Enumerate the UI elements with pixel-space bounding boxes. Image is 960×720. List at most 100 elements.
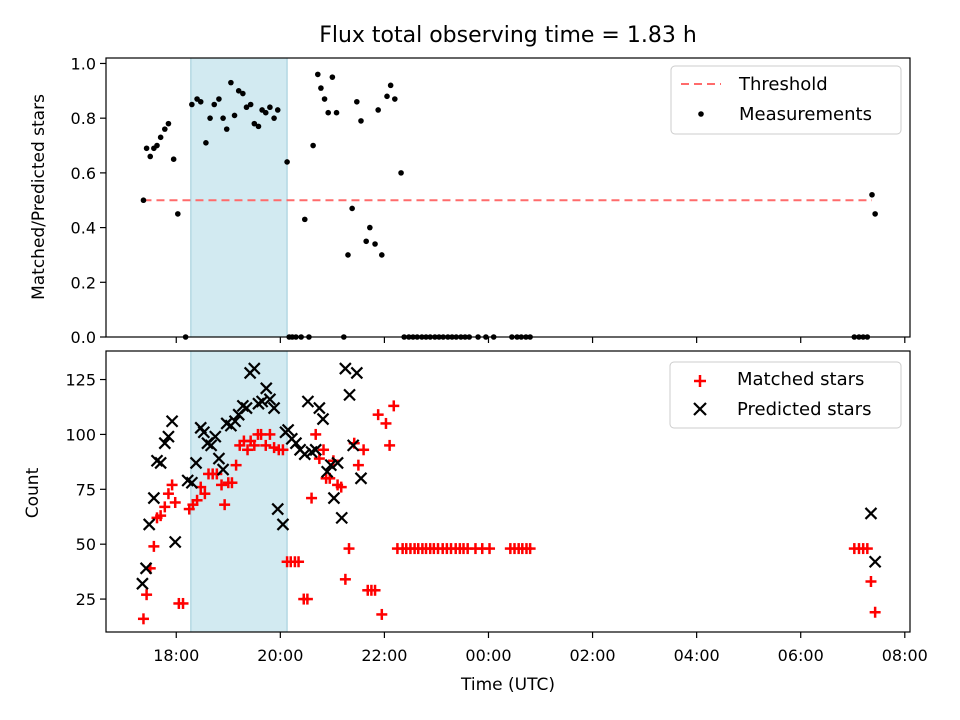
y-tick-label: 50 <box>76 535 96 554</box>
measurement-point <box>271 115 277 121</box>
ratio-y-axis-label: Matched/Predicted stars <box>29 94 49 300</box>
predicted-star-point <box>281 423 295 437</box>
predicted-star-point <box>147 491 161 505</box>
measurement-point <box>321 96 328 102</box>
measurement-point <box>325 109 332 116</box>
measurement-point <box>379 252 385 258</box>
measurement-point <box>211 101 218 108</box>
matched-star-point <box>191 494 203 506</box>
measurement-point <box>231 112 238 119</box>
predicted-star-point <box>162 430 175 443</box>
predicted-star-point <box>197 425 211 439</box>
measurement-point <box>143 145 150 152</box>
matched-star-point <box>226 477 238 489</box>
y-tick-label: 100 <box>65 425 96 444</box>
ratio-legend-box <box>670 65 902 135</box>
measurement-point <box>140 197 147 204</box>
matched-star-point <box>230 459 242 471</box>
measurement-point <box>869 191 875 198</box>
measurements-legend-label: Measurements <box>739 104 872 125</box>
measurement-point <box>157 134 164 141</box>
x-tick-label: 18:00 <box>153 646 199 665</box>
measurement-point <box>220 115 226 121</box>
predicted-star-point <box>343 388 356 402</box>
count-x-axis-label: Time (UTC) <box>460 675 555 695</box>
matched-star-point <box>137 613 149 625</box>
predicted-star-point <box>216 463 230 476</box>
matched-star-point <box>310 428 322 440</box>
matched-star-point <box>335 481 347 493</box>
matched-star-point <box>199 488 211 500</box>
measurement-point <box>243 104 250 111</box>
x-tick-label: 22:00 <box>361 646 407 665</box>
predicted-star-point <box>301 395 315 408</box>
measurement-point <box>223 126 230 132</box>
count-legend-box <box>669 361 902 429</box>
x-tick-label: 20:00 <box>257 646 303 665</box>
measurement-point <box>154 142 160 149</box>
predicted-legend-label: Predicted stars <box>737 399 871 420</box>
matched-star-point <box>306 492 318 504</box>
y-tick-label: 75 <box>76 480 96 499</box>
predicted-star-point <box>868 555 882 569</box>
measurement-point <box>363 238 369 245</box>
matched-star-point <box>166 479 178 491</box>
measurement-point <box>247 101 254 108</box>
predicted-star-point <box>185 476 199 489</box>
measurement-point <box>387 82 394 89</box>
predicted-legend-swatch <box>693 402 707 416</box>
predicted-star-point <box>260 382 273 395</box>
matched-star-point <box>484 543 496 555</box>
measurement-point <box>228 79 234 86</box>
figure-title: Flux total observing time = 1.83 h <box>319 23 697 48</box>
measurement-point <box>189 101 195 108</box>
matched-star-point <box>162 488 174 500</box>
x-tick-label: 06:00 <box>778 646 824 665</box>
predicted-star-point <box>298 447 312 461</box>
matched-star-point <box>524 543 536 555</box>
matched-star-point <box>339 573 351 585</box>
measurements-legend-swatch <box>698 111 704 117</box>
measurement-point <box>170 156 177 163</box>
matched-star-point <box>869 606 881 618</box>
y-tick-label: 0.8 <box>71 109 96 128</box>
measurement-point <box>384 93 390 100</box>
predicted-star-point <box>263 393 277 406</box>
measurement-point <box>207 115 213 121</box>
predicted-star-point <box>204 439 218 452</box>
measurement-point <box>310 142 316 149</box>
predicted-star-point <box>313 401 326 415</box>
measurement-point <box>398 170 404 176</box>
measurement-point <box>354 98 360 105</box>
measurement-point <box>345 252 351 258</box>
predicted-star-point <box>271 502 285 516</box>
matched-star-point <box>148 540 160 552</box>
count-x-ticks: 18:00 20:00 22:00 00:00 02:00 04:00 06:00 08:00 <box>153 632 928 665</box>
matched-star-point <box>248 439 260 451</box>
matched-star-point <box>219 499 231 511</box>
matched-star-points <box>137 400 881 625</box>
count-axes-frame <box>105 350 911 633</box>
predicted-star-point <box>158 436 172 450</box>
matched-star-point <box>384 439 396 451</box>
matched-star-point <box>159 501 171 513</box>
predicted-star-point <box>346 439 360 452</box>
measurement-point <box>147 153 154 160</box>
measurement-point <box>392 96 398 102</box>
predicted-star-point <box>354 472 368 485</box>
matched-star-point <box>216 479 228 491</box>
y-tick-label: 1.0 <box>71 54 96 73</box>
measurement-point <box>274 107 281 113</box>
measurement-point <box>284 159 290 165</box>
matched-star-point <box>169 496 181 508</box>
predicted-star-point <box>168 535 182 549</box>
ratio-y-ticks: 0.0 0.2 0.4 0.6 0.8 1.0 <box>71 54 106 347</box>
predicted-star-point <box>212 452 226 465</box>
measurement-point <box>314 71 321 78</box>
x-tick-label: 02:00 <box>570 646 616 665</box>
predicted-star-point <box>248 362 261 375</box>
predicted-star-point <box>309 443 322 457</box>
predicted-star-point <box>154 456 167 470</box>
predicted-star-point <box>209 430 222 443</box>
